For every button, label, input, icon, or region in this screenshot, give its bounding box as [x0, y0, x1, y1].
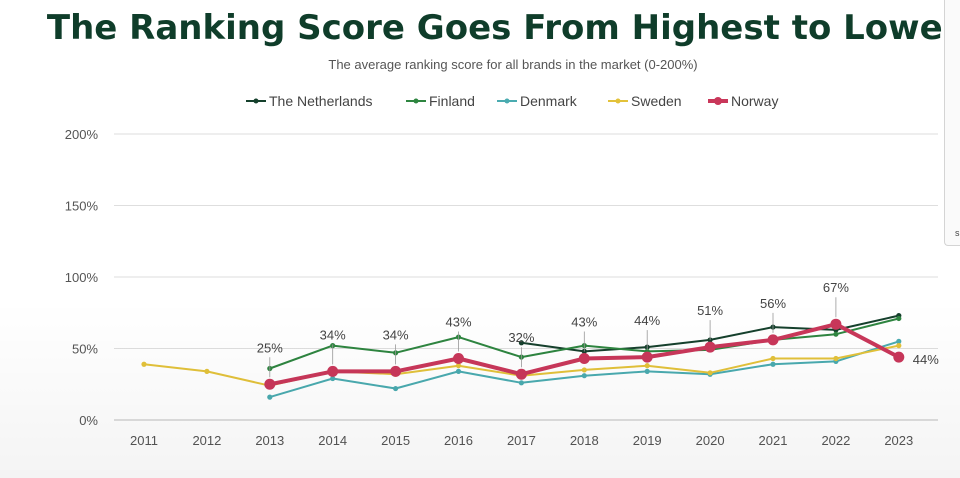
- data-point: [518, 340, 525, 346]
- y-axis: 0% 50% 100% 150% 200%: [65, 127, 99, 428]
- x-tick-label: 2011: [130, 433, 158, 448]
- y-tick-label: 0%: [79, 413, 98, 428]
- data-point: [141, 361, 147, 367]
- legend-marker: [413, 98, 419, 104]
- data-point: [644, 363, 650, 369]
- annotation-label: 43%: [571, 315, 597, 330]
- annotation-label: 56%: [760, 296, 786, 311]
- annotation-label: 67%: [823, 280, 849, 295]
- x-tick-label: 2018: [570, 433, 599, 448]
- data-point: [770, 355, 776, 362]
- x-tick-label: 2013: [255, 433, 284, 448]
- legend-marker: [714, 97, 722, 105]
- legend-marker: [253, 98, 259, 104]
- data-point: [455, 363, 462, 369]
- annotation-label: 25%: [257, 340, 283, 355]
- annotation-label: 32%: [508, 330, 534, 345]
- data-point: [453, 353, 464, 365]
- data-point: [770, 361, 776, 367]
- data-point: [581, 373, 587, 379]
- x-tick-label: 2015: [381, 433, 410, 448]
- legend: The Netherlands Finland Denmark Sweden Norwa…: [246, 93, 778, 109]
- data-point: [518, 380, 525, 386]
- x-tick-label: 2017: [507, 433, 536, 448]
- data-point: [896, 343, 902, 349]
- x-axis: 2011 2012 2013 2014 2015 2016 2017 2018 2019 2020…: [130, 433, 913, 448]
- legend-label: Norway: [731, 93, 778, 109]
- data-point: [455, 368, 462, 374]
- annotation-label: 44%: [913, 352, 939, 367]
- y-tick-label: 200%: [65, 127, 99, 142]
- legend-label: The Netherlands: [269, 93, 373, 109]
- data-point: [644, 368, 650, 374]
- data-point: [896, 338, 902, 344]
- data-point: [204, 368, 210, 374]
- data-point: [515, 368, 527, 380]
- series-norway: [264, 318, 905, 390]
- x-tick-label: 2016: [444, 433, 473, 448]
- annotation-label: 51%: [697, 303, 723, 318]
- x-tick-label: 2012: [192, 433, 221, 448]
- annotation-layer: 25% 34% 34% 43% 32% 43% 44% 51% 56% 67% 44%: [257, 280, 939, 378]
- x-tick-label: 2022: [821, 433, 850, 448]
- side-panel-letter: s: [955, 228, 960, 238]
- legend-label: Finland: [429, 93, 475, 109]
- y-tick-label: 50%: [72, 342, 98, 357]
- x-tick-label: 2021: [759, 433, 788, 448]
- data-point: [578, 353, 590, 365]
- y-tick-label: 150%: [65, 199, 99, 214]
- data-point: [893, 351, 905, 363]
- y-tick-label: 100%: [65, 270, 99, 285]
- legend-marker: [615, 98, 621, 104]
- annotation-label: 34%: [383, 327, 409, 342]
- data-point: [830, 318, 842, 330]
- data-point: [833, 355, 839, 362]
- data-point: [327, 365, 339, 377]
- legend-label: Denmark: [520, 93, 578, 109]
- legend-marker: [504, 98, 510, 104]
- data-point: [833, 331, 839, 337]
- data-point: [330, 375, 336, 382]
- x-tick-label: 2023: [884, 433, 913, 448]
- legend-label: Sweden: [631, 93, 682, 109]
- annotation-label: 34%: [320, 327, 346, 342]
- data-point: [390, 365, 402, 377]
- annotation-label: 44%: [634, 313, 660, 328]
- data-point: [767, 334, 779, 346]
- data-point: [581, 367, 587, 373]
- data-point: [264, 378, 276, 390]
- side-panel-edge[interactable]: s: [944, 0, 960, 246]
- data-point: [707, 370, 713, 376]
- x-tick-label: 2020: [696, 433, 725, 448]
- chart-title: The Ranking Score Goes From Highest to L…: [46, 8, 960, 48]
- x-tick-label: 2014: [318, 433, 347, 448]
- series-layer: [141, 313, 905, 400]
- data-point: [896, 315, 902, 322]
- data-point: [641, 351, 653, 363]
- data-point: [704, 341, 716, 353]
- gridlines: [114, 133, 938, 421]
- data-point: [267, 394, 273, 400]
- x-tick-label: 2019: [633, 433, 662, 448]
- data-point: [393, 385, 399, 392]
- annotation-label: 43%: [445, 315, 471, 330]
- chart-subtitle: The average ranking score for all brands…: [328, 57, 698, 72]
